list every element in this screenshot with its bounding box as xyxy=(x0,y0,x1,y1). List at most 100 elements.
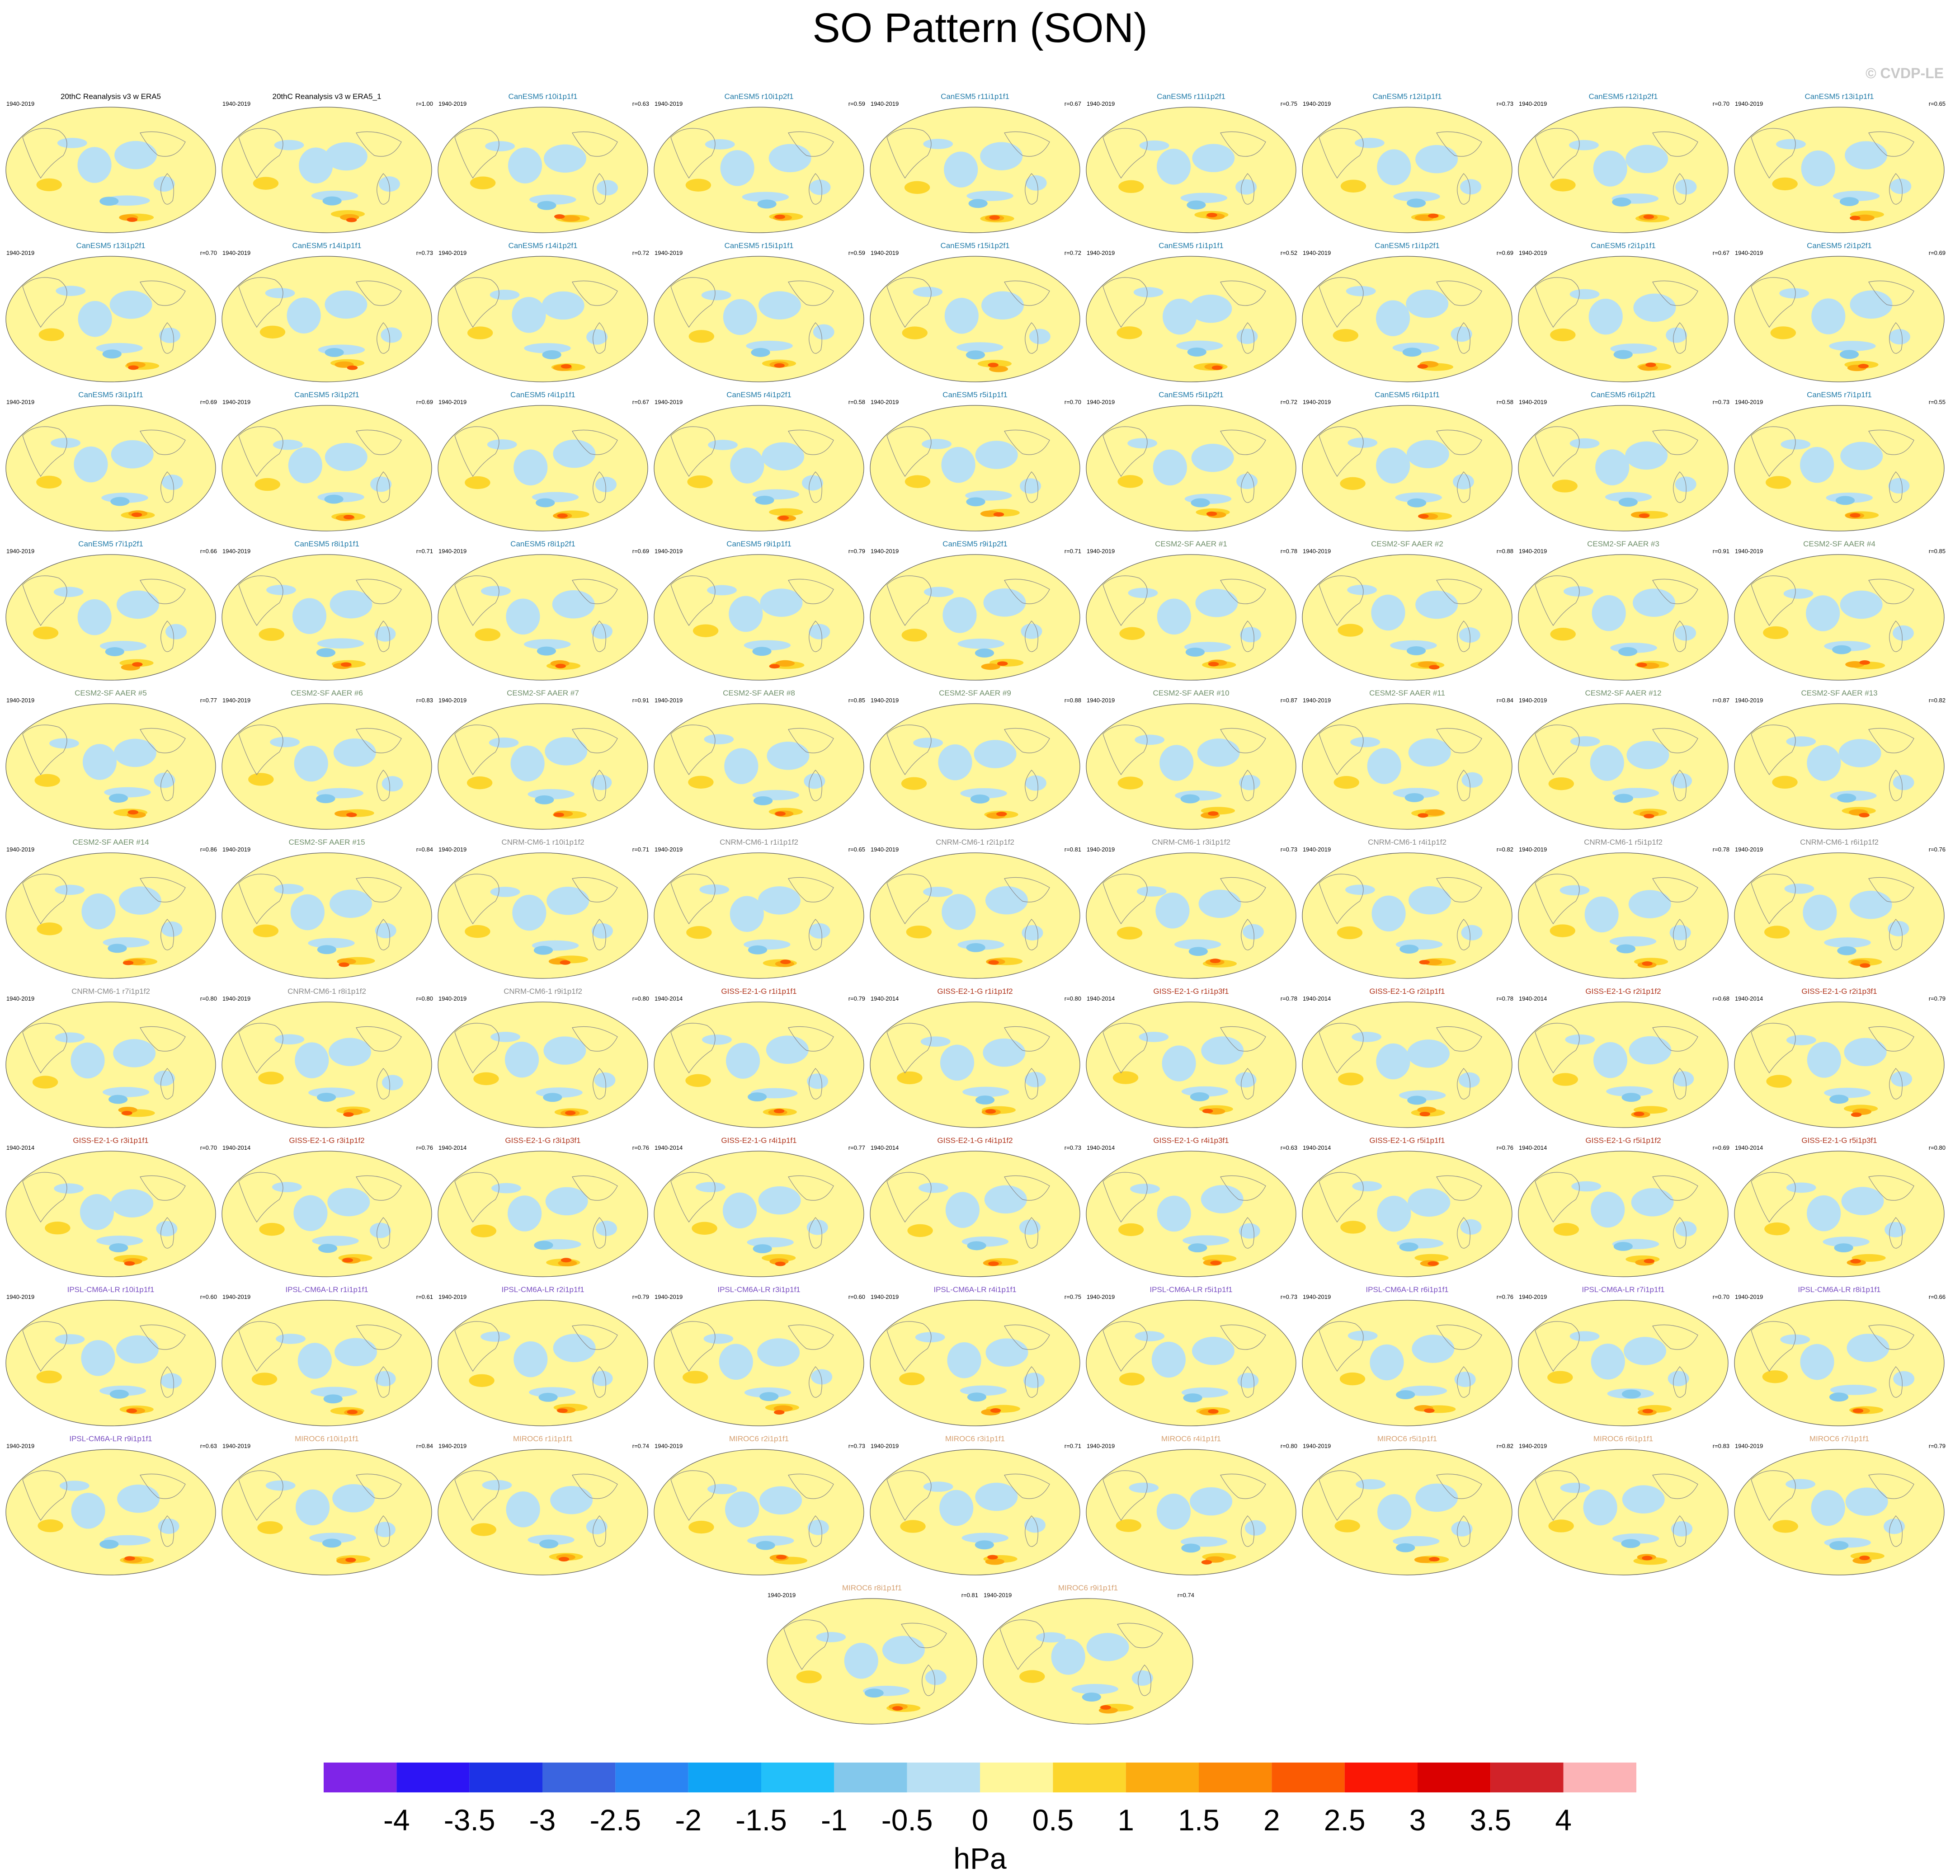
anomaly-contour xyxy=(1082,1693,1101,1702)
coastline xyxy=(1319,1321,1482,1398)
anomaly-contour xyxy=(1119,1373,1145,1386)
coastline xyxy=(454,1470,618,1547)
anomaly-contour xyxy=(1376,300,1410,336)
anomaly-contour xyxy=(491,1183,521,1194)
anomaly-contour xyxy=(1893,1371,1915,1387)
anomaly-contour xyxy=(485,141,515,151)
anomaly-contour xyxy=(1117,475,1143,488)
anomaly-contour xyxy=(813,324,834,340)
panel-map xyxy=(767,1598,977,1725)
anomaly-contour xyxy=(769,664,780,669)
panel-pattern-correlation: r=0.72 xyxy=(632,249,649,256)
coastline xyxy=(670,128,834,205)
panel-pattern-correlation: r=0.84 xyxy=(416,1443,433,1449)
map-border xyxy=(1302,107,1512,233)
anomaly-contour xyxy=(1116,1519,1141,1532)
anomaly-contour xyxy=(1618,498,1638,507)
anomaly-contour xyxy=(591,1370,613,1386)
anomaly-contour xyxy=(1191,443,1234,472)
anomaly-contour xyxy=(1024,1517,1046,1533)
panel-period: 1940-2019 xyxy=(1087,697,1115,704)
anomaly-contour xyxy=(111,1189,154,1218)
panel-map xyxy=(983,1598,1193,1725)
anomaly-contour xyxy=(1206,511,1217,516)
panel-title: MIROC6 r3i1p1f1 xyxy=(945,1434,1005,1443)
panel-pattern-correlation: r=0.80 xyxy=(632,995,649,1002)
anomaly-contour xyxy=(537,646,556,656)
anomaly-contour xyxy=(1890,179,1912,194)
colorbar-swatch xyxy=(907,1763,980,1792)
anomaly-contour xyxy=(1764,926,1790,939)
map-border xyxy=(5,554,216,681)
anomaly-contour xyxy=(923,139,953,149)
panel-title: GISS-E2-1-G r2i1p1f2 xyxy=(1585,987,1661,996)
anomaly-contour xyxy=(1639,513,1650,518)
anomaly-contour xyxy=(1645,362,1656,367)
anomaly-contour xyxy=(1621,1093,1641,1102)
panel-pattern-correlation: r=0.84 xyxy=(1496,697,1513,704)
coastline xyxy=(1102,874,1266,950)
anomaly-contour xyxy=(1174,939,1221,950)
panel-pattern-correlation: r=0.81 xyxy=(961,1592,978,1599)
anomaly-contour xyxy=(116,590,159,619)
coastline xyxy=(1319,724,1482,801)
panel-title: IPSL-CM6A-LR r1i1p1f1 xyxy=(285,1285,368,1294)
coastline xyxy=(1319,575,1482,652)
panel-pattern-correlation: r=0.67 xyxy=(1064,100,1081,107)
colorbar-tick-label: -3.5 xyxy=(444,1803,495,1837)
anomaly-contour xyxy=(746,340,793,351)
anomaly-contour xyxy=(1841,1187,1884,1215)
anomaly-contour xyxy=(981,291,1024,320)
anomaly-contour xyxy=(325,443,368,471)
anomaly-contour xyxy=(266,585,296,595)
anomaly-contour xyxy=(1569,140,1599,150)
anomaly-contour xyxy=(1191,498,1210,508)
map-panel: CESM2-SF AAER #5 1940-2019 r=0.77 xyxy=(3,687,219,832)
panel-title: MIROC6 r8i1p1f1 xyxy=(842,1584,902,1592)
anomaly-contour xyxy=(1851,1112,1862,1117)
anomaly-contour xyxy=(1883,1519,1905,1534)
map-border xyxy=(870,1151,1080,1277)
map-border xyxy=(1518,1300,1729,1426)
anomaly-contour xyxy=(1412,1335,1455,1363)
panel-title: CanESM5 r8i1p1f1 xyxy=(294,540,359,548)
panel-map xyxy=(870,1151,1080,1277)
map-border xyxy=(654,405,864,531)
anomaly-contour xyxy=(1786,736,1816,747)
anomaly-contour xyxy=(730,896,764,932)
panel-pattern-correlation: r=0.70 xyxy=(1712,100,1729,107)
anomaly-contour xyxy=(1832,645,1852,654)
anomaly-contour xyxy=(1235,179,1257,195)
panel-pattern-correlation: r=0.79 xyxy=(848,548,865,555)
panel-map xyxy=(1086,1449,1296,1575)
coastline xyxy=(1102,426,1266,503)
panel-pattern-correlation: r=0.81 xyxy=(1064,846,1081,853)
panel-period: 1940-2014 xyxy=(1735,995,1763,1002)
anomaly-contour xyxy=(925,1669,947,1685)
panel-pattern-correlation: r=0.74 xyxy=(632,1443,649,1449)
map-background-zero-band xyxy=(654,256,864,382)
anomaly-contour xyxy=(775,1261,786,1266)
panel-title: 20thC Reanalysis v3 w ERA5 xyxy=(60,92,161,101)
map-panel: GISS-E2-1-G r1i1p3f1 1940-2014 r=0.78 xyxy=(1083,985,1299,1130)
anomaly-contour xyxy=(159,327,180,343)
anomaly-contour xyxy=(374,1371,396,1387)
map-background-zero-band xyxy=(1734,853,1944,978)
map-panel: CNRM-CM6-1 r9i1p1f2 1940-2019 r=0.80 xyxy=(435,985,651,1130)
anomaly-contour xyxy=(1763,626,1789,639)
map-border xyxy=(654,703,864,830)
anomaly-contour xyxy=(1377,1494,1412,1530)
anomaly-contour xyxy=(1159,745,1194,781)
anomaly-contour xyxy=(1155,893,1190,929)
anomaly-contour xyxy=(1770,326,1796,339)
anomaly-contour xyxy=(939,1490,974,1526)
panel-title: GISS-E2-1-G r1i1p1f1 xyxy=(721,987,797,996)
anomaly-contour xyxy=(1628,890,1671,918)
map-border xyxy=(1518,554,1729,681)
panel-title: CanESM5 r15i1p2f1 xyxy=(940,241,1010,250)
anomaly-contour xyxy=(56,286,86,296)
anomaly-contour xyxy=(1139,140,1169,151)
panel-title: CNRM-CM6-1 r8i1p1f2 xyxy=(287,987,366,996)
map-background-zero-band xyxy=(1086,1449,1296,1575)
map-border xyxy=(870,554,1080,681)
